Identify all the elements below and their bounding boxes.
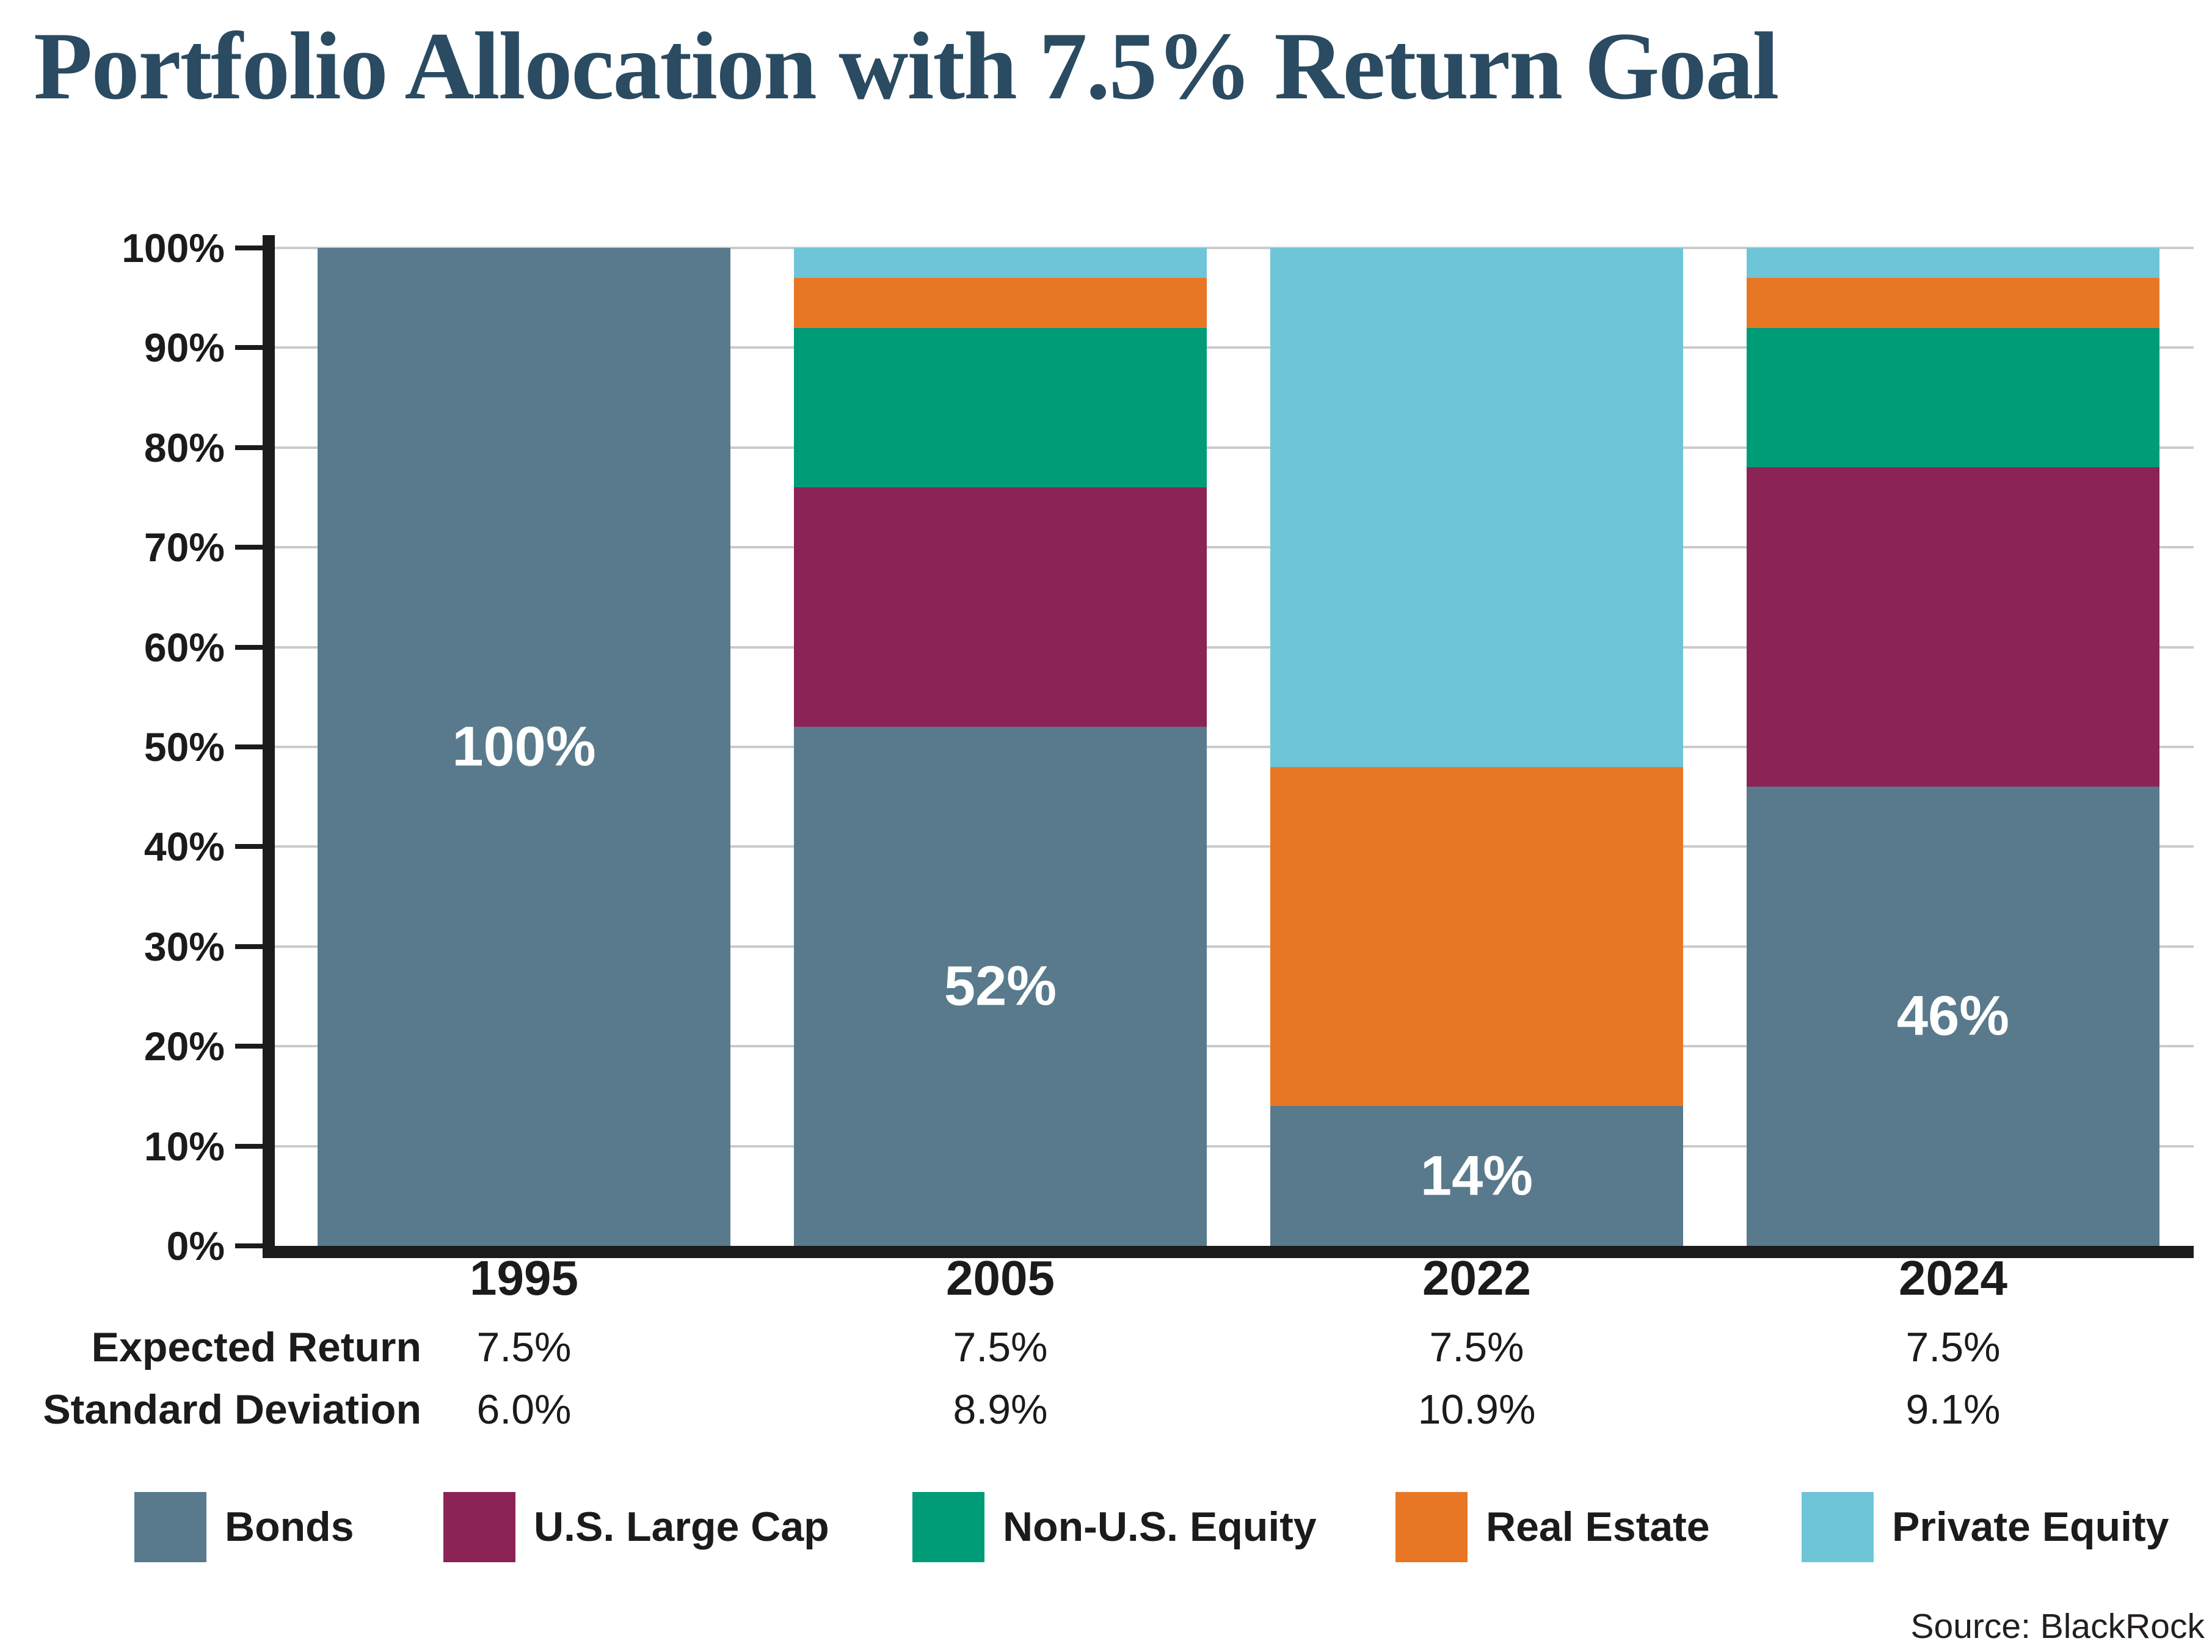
- y-tick-100: [235, 246, 263, 250]
- legend-label-bonds: Bonds: [225, 1504, 354, 1550]
- bar-2005-segment-bonds: [794, 727, 1207, 1246]
- y-tick-10: [235, 1143, 263, 1149]
- gridline-70: [275, 546, 2194, 549]
- value-standard-deviation-2005: 8.9%: [953, 1386, 1048, 1433]
- y-tick-0: [235, 1243, 263, 1248]
- bar-2024-segment-private-equity: [1747, 248, 2159, 278]
- legend-swatch-u-s-large-cap: [443, 1492, 515, 1562]
- y-tick-90: [235, 345, 263, 351]
- y-tick-50: [235, 744, 263, 749]
- x-axis-line: [263, 1246, 2194, 1258]
- y-tick-label-40: 40%: [144, 824, 225, 870]
- value-expected-return-1995: 7.5%: [476, 1324, 572, 1370]
- source-credit: Source: BlackRock: [1910, 1607, 2205, 1646]
- gridline-50: [275, 746, 2194, 748]
- value-expected-return-2005: 7.5%: [953, 1324, 1048, 1370]
- x-axis-label-2024: 2024: [1899, 1251, 2007, 1305]
- gridline-10: [275, 1144, 2194, 1148]
- value-expected-return-2024: 7.5%: [1905, 1324, 2001, 1370]
- y-tick-label-70: 70%: [144, 525, 225, 570]
- gridline-40: [275, 845, 2194, 848]
- y-tick-label-80: 80%: [144, 424, 225, 470]
- value-expected-return-2022: 7.5%: [1429, 1324, 1524, 1370]
- gridline-60: [275, 646, 2194, 649]
- x-axis-label-2022: 2022: [1422, 1251, 1531, 1305]
- value-standard-deviation-2022: 10.9%: [1417, 1386, 1536, 1433]
- bar-1995-segment-bonds: [318, 248, 730, 1246]
- value-standard-deviation-1995: 6.0%: [476, 1386, 572, 1433]
- bar-2022-segment-bonds: [1270, 1106, 1683, 1246]
- gridline-20: [275, 1045, 2194, 1048]
- y-tick-label-90: 90%: [144, 325, 225, 371]
- chart-title: Portfolio Allocation with 7.5% Return Go…: [34, 13, 1779, 120]
- y-tick-40: [235, 844, 263, 850]
- y-tick-20: [235, 1044, 263, 1049]
- row-label-expected-return: Expected Return: [91, 1324, 421, 1370]
- y-tick-30: [235, 944, 263, 949]
- x-axis-label-1995: 1995: [470, 1251, 578, 1305]
- bar-2005-segment-private-equity: [794, 248, 1207, 278]
- bar-label-2005: 52%: [944, 955, 1057, 1017]
- y-tick-label-20: 20%: [144, 1024, 225, 1069]
- bar-label-2024: 46%: [1896, 984, 2010, 1047]
- y-tick-label-0: 0%: [166, 1223, 225, 1268]
- legend-swatch-non-u-s-equity: [912, 1492, 984, 1562]
- y-tick-label-10: 10%: [144, 1123, 225, 1169]
- bar-2024-segment-u-s-large-cap: [1747, 467, 2159, 787]
- bar-label-2022: 14%: [1420, 1144, 1533, 1207]
- legend-label-real-estate: Real Estate: [1486, 1504, 1710, 1550]
- bar-2022-segment-real-estate: [1270, 766, 1683, 1107]
- y-tick-60: [235, 644, 263, 650]
- bar-2005-segment-u-s-large-cap: [794, 487, 1207, 727]
- value-standard-deviation-2024: 9.1%: [1905, 1386, 2001, 1433]
- gridline-100: [275, 247, 2194, 249]
- legend-label-non-u-s-equity: Non-U.S. Equity: [1003, 1504, 1317, 1550]
- legend-swatch-private-equity: [1802, 1492, 1874, 1562]
- legend-swatch-bonds: [134, 1492, 206, 1562]
- legend-swatch-real-estate: [1395, 1492, 1468, 1562]
- bar-2022-segment-private-equity: [1270, 248, 1683, 767]
- x-axis-label-2005: 2005: [946, 1251, 1055, 1305]
- y-tick-label-100: 100%: [122, 225, 225, 271]
- y-tick-label-60: 60%: [144, 624, 225, 670]
- legend-label-u-s-large-cap: U.S. Large Cap: [534, 1504, 829, 1550]
- bar-2024-segment-real-estate: [1747, 278, 2159, 328]
- y-tick-label-50: 50%: [144, 724, 225, 770]
- bar-2024-segment-bonds: [1747, 787, 2159, 1246]
- y-tick-70: [235, 545, 263, 550]
- y-axis-line: [263, 235, 275, 1258]
- gridline-90: [275, 346, 2194, 349]
- y-tick-label-30: 30%: [144, 923, 225, 969]
- legend-label-private-equity: Private Equity: [1892, 1504, 2169, 1550]
- bar-label-1995: 100%: [452, 715, 596, 778]
- row-label-standard-deviation: Standard Deviation: [43, 1386, 421, 1433]
- y-tick-80: [235, 445, 263, 450]
- bar-2024-segment-non-u-s-equity: [1747, 327, 2159, 468]
- gridline-30: [275, 945, 2194, 948]
- bar-2005-segment-real-estate: [794, 278, 1207, 328]
- gridline-80: [275, 446, 2194, 449]
- bar-2005-segment-non-u-s-equity: [794, 327, 1207, 488]
